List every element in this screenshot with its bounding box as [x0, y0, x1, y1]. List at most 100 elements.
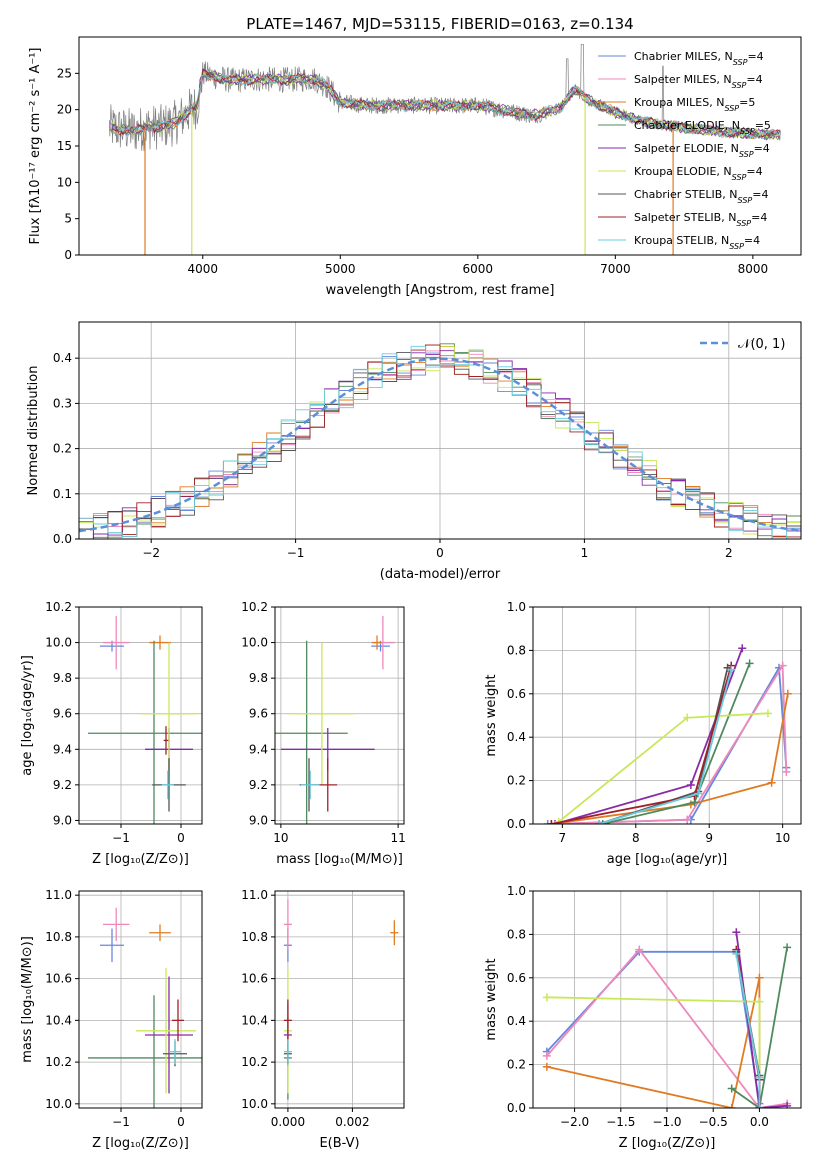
legend-label: Salpeter STELIB, NSSP=4	[634, 211, 767, 228]
y-tick-label: 10.4	[241, 1013, 268, 1027]
x-tick-label: −0.5	[699, 1115, 728, 1129]
error-bar-point	[289, 642, 355, 785]
spectrum-xlabel: wavelength [Angstrom, rest frame]	[326, 283, 555, 298]
x-tick-label: 2	[725, 546, 733, 560]
weight-marker	[547, 820, 556, 824]
residual-histograms	[79, 343, 801, 539]
x-tick-label: 7	[559, 831, 567, 845]
weight_vs_Z-axes: −2.0 −1.5 −1.0 −0.5 0.0 0.0 0.2 0.4 0.6 0.8 1.0 Z […	[484, 884, 801, 1151]
weight-marker	[727, 1104, 736, 1108]
error-bar-point	[283, 899, 292, 950]
y-tick-label: 5	[64, 212, 72, 226]
y-tick-label: 25	[57, 66, 72, 80]
y-tick-label: 0.4	[507, 1014, 526, 1028]
y-tick-label: 9.2	[249, 778, 268, 792]
x-tick-label: −1.0	[652, 1115, 681, 1129]
weight_vs_Z-frame	[532, 890, 802, 1109]
y-tick-label: 1.0	[507, 600, 526, 614]
mass_vs_Z-xlabel: Z [log₁₀(Z/Z⊙)]	[92, 1136, 189, 1151]
weight_vs_Z-xlabel: Z [log₁₀(Z/Z⊙)]	[619, 1136, 716, 1151]
legend-label: 𝒩(0, 1)	[738, 337, 785, 352]
error-bar-point	[169, 1039, 181, 1065]
x-tick-label: 5000	[325, 262, 356, 276]
age_vs_Z-ylabel: age [log₁₀(age/yr)]	[20, 655, 35, 776]
y-tick-label: 10.2	[45, 600, 72, 614]
weight_vs_age-axes: 7 8 9 10 0.0 0.2 0.4 0.6 0.8 1.0 age [log₁₀(age/yr…	[484, 600, 801, 867]
y-tick-label: 11.0	[241, 888, 268, 902]
legend-label-suffix: =4	[747, 50, 763, 63]
y-tick-label: 20	[57, 103, 72, 117]
x-tick-label: 7000	[600, 262, 631, 276]
y-tick-label: 0.0	[53, 532, 72, 546]
error-bar-point	[149, 924, 171, 942]
error-bar-point	[275, 640, 348, 824]
error-bar-point	[88, 640, 202, 824]
age_vs_mass-points	[275, 615, 395, 824]
x-tick-label: 0	[177, 831, 185, 845]
spectrum-axes: 4000 5000 6000 7000 8000 0 5 10 15 20 25 wavelength…	[28, 48, 768, 299]
weight-marker	[683, 815, 692, 824]
x-tick-label: 1	[581, 546, 589, 560]
y-tick-label: 0.8	[507, 927, 526, 941]
y-tick-label: 1.0	[507, 884, 526, 898]
weight-marker	[783, 943, 792, 952]
x-tick-label: 9	[705, 831, 713, 845]
x-tick-label: 11	[390, 831, 405, 845]
residuals-ylabel: Normed distribution	[26, 366, 41, 496]
mass_vs_Z-points	[88, 907, 202, 1108]
legend-label: Chabrier ELODIE, NSSP=5	[634, 119, 771, 136]
legend-label-suffix: =5	[755, 119, 771, 132]
legend-label: Chabrier MILES, NSSP=4	[634, 50, 764, 67]
figure-title: PLATE=1467, MJD=53115, FIBERID=0163, z=0…	[246, 15, 633, 33]
normal-reference-curve	[79, 357, 801, 533]
spectrum-lines	[108, 43, 781, 255]
weight-marker	[745, 659, 754, 668]
y-tick-label: 0.8	[507, 643, 526, 657]
y-tick-label: 9.8	[249, 671, 268, 685]
mass_vs_Z-axes: −1 0 10.0 10.2 10.4 10.6 10.8 11.0 Z [log₁₀(Z/Z⊙…	[20, 888, 202, 1151]
weight-marker	[595, 820, 604, 824]
y-tick-label: 9.4	[249, 742, 268, 756]
error-bar-point	[103, 907, 130, 942]
weight-marker	[783, 1101, 792, 1108]
error-bar-point	[161, 770, 174, 800]
legend-label: Kroupa ELODIE, NSSP=4	[634, 165, 763, 182]
error-bar-point	[283, 1039, 292, 1065]
x-tick-label: 0.0	[750, 1115, 769, 1129]
weight-marker	[542, 1051, 551, 1060]
x-tick-label: 8	[632, 831, 640, 845]
legend-label: Salpeter MILES, NSSP=4	[634, 73, 763, 90]
error-bar-point	[145, 976, 193, 1094]
y-tick-label: 0.6	[507, 971, 526, 985]
x-tick-label: 0	[436, 546, 444, 560]
error-bar-point	[390, 920, 399, 946]
y-tick-label: 10.2	[45, 1055, 72, 1069]
y-tick-label: 10.4	[45, 1013, 72, 1027]
error-bar-point	[163, 726, 169, 755]
weight-marker	[782, 767, 791, 776]
x-tick-label: −1	[112, 1115, 130, 1129]
weight-marker	[778, 661, 787, 670]
legend-label-suffix: =4	[744, 234, 760, 247]
x-tick-label: 6000	[463, 262, 494, 276]
mass_vs_Z-frame	[78, 890, 203, 1109]
weight-marker	[542, 993, 551, 1002]
error-bar-point	[300, 770, 320, 800]
y-tick-label: 0.1	[53, 487, 72, 501]
weight-marker	[683, 713, 692, 722]
y-tick-label: 10.8	[45, 930, 72, 944]
x-tick-label: −2.0	[560, 1115, 589, 1129]
mass_vs_ebv-xlabel: E(B-V)	[319, 1136, 359, 1151]
y-tick-label: 10	[57, 175, 72, 189]
error-bar-point	[149, 635, 171, 650]
weight-series-c2	[551, 662, 788, 824]
y-tick-label: 0.0	[507, 817, 526, 831]
weight-marker	[738, 644, 747, 653]
age_vs_Z-axes: −1 0 9.0 9.2 9.4 9.6 9.8 10.0 10.2 Z [log₁₀(Z/Z⊙)…	[20, 600, 202, 867]
y-tick-label: 10.0	[45, 636, 72, 650]
legend-label: Chabrier STELIB, NSSP=4	[634, 188, 768, 205]
weight-marker	[542, 1062, 551, 1071]
weight-series-c6	[558, 712, 769, 823]
y-tick-label: 0	[64, 248, 72, 262]
weight-marker	[694, 789, 703, 798]
